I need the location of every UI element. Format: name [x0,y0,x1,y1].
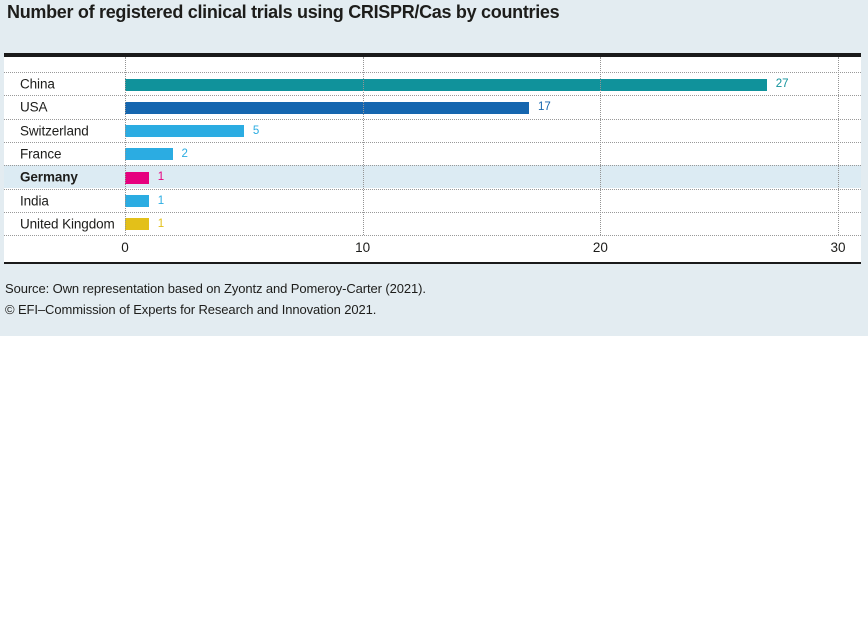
x-tick-label: 0 [121,240,129,255]
gridline [362,57,364,235]
value-label: 27 [775,78,789,91]
copyright-line: © EFI–Commission of Experts for Research… [5,302,377,317]
chart-row: USA 17 [4,95,861,118]
value-label: 17 [538,101,551,114]
category-label: Germany [20,169,78,185]
value-label: 5 [252,124,260,137]
plot-area: China 27 USA 17 Switzerland 5 France 2 Germany 1 I… [4,57,861,262]
source-line: Source: Own representation based on Zyon… [5,281,426,296]
bar [125,148,173,161]
chart-row: France 2 [4,141,861,165]
bar [125,218,149,231]
gridline [838,57,839,235]
value-label: 1 [157,171,165,184]
gridline [600,57,602,235]
empty-page-area [0,336,868,618]
x-tick-label: 10 [355,240,371,255]
bar [125,195,149,207]
category-label: France [20,146,62,162]
chart-row: United Kingdom 1 [4,211,861,235]
category-label: India [20,193,49,209]
x-tick-label: 20 [592,240,608,255]
x-tick-label: 30 [830,240,846,255]
category-label: Switzerland [20,123,89,139]
bar [125,171,149,184]
category-label: United Kingdom [20,216,115,232]
category-label: USA [20,99,48,115]
value-label: 1 [157,194,165,207]
value-label: 2 [181,148,188,161]
value-label: 1 [157,217,165,230]
chart-row: India 1 [4,188,861,212]
bar [125,78,767,91]
bar [125,125,244,138]
chart-row: China 27 [4,72,861,95]
source-note: Source: Own representation based on Zyon… [5,278,426,320]
chart-title: Number of registered clinical trials usi… [7,2,560,22]
category-label: China [20,76,55,92]
gridline [125,57,126,235]
bar [125,101,530,114]
row-separator [4,235,861,237]
figure-card: Number of registered clinical trials usi… [0,0,868,336]
chart-row: Germany 1 [4,165,861,189]
chart-row: Switzerland 5 [4,118,861,142]
chart-panel: China 27 USA 17 Switzerland 5 France 2 Germany 1 I… [4,53,861,264]
